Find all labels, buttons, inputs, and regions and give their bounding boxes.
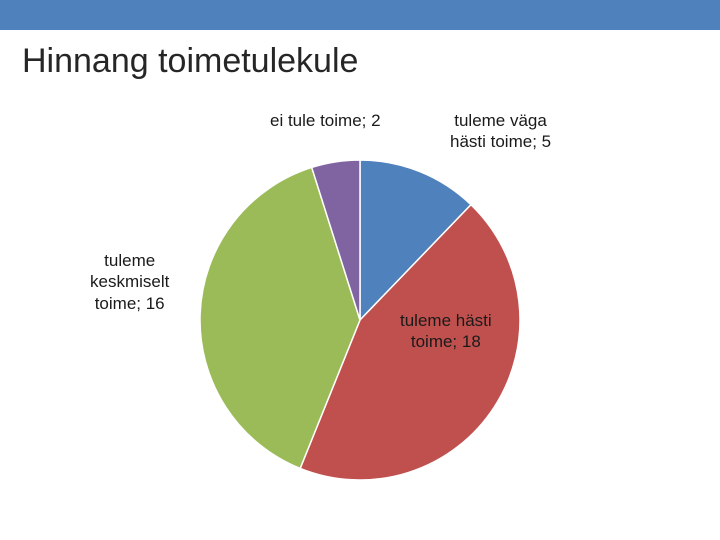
pie-label-vaga_hasti: tuleme väga hästi toime; 5: [450, 110, 551, 153]
slide: Hinnang toimetulekule tuleme väga hästi …: [0, 0, 720, 540]
pie-label-ei_tule: ei tule toime; 2: [270, 110, 381, 131]
pie-label-keskmiselt: tuleme keskmiselt toime; 16: [90, 250, 169, 314]
top-bar: [0, 0, 720, 30]
pie-label-hasti: tuleme hästi toime; 18: [400, 310, 492, 353]
pie-chart: tuleme väga hästi toime; 5tuleme hästi t…: [120, 120, 600, 520]
slide-title: Hinnang toimetulekule: [22, 42, 358, 81]
